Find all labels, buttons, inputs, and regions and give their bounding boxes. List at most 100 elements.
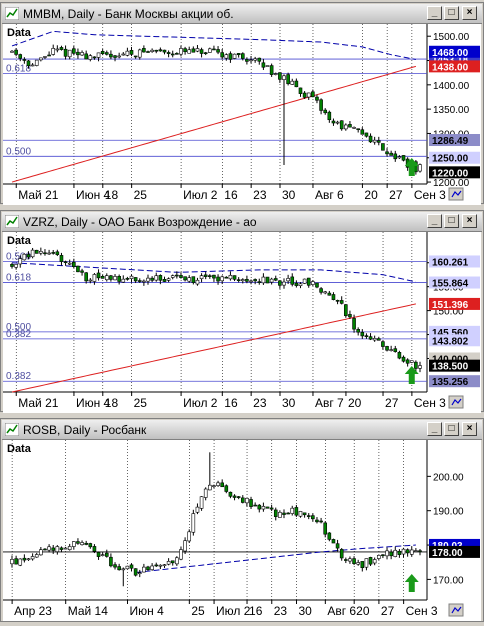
candlestick[interactable] bbox=[158, 47, 163, 52]
candlestick[interactable] bbox=[344, 304, 348, 318]
candlestick[interactable] bbox=[294, 78, 299, 88]
candlestick[interactable] bbox=[298, 87, 303, 97]
candlestick[interactable] bbox=[72, 46, 76, 56]
candlestick[interactable] bbox=[146, 565, 150, 572]
candlestick[interactable] bbox=[84, 50, 88, 60]
candlestick[interactable] bbox=[84, 272, 88, 284]
candlestick[interactable] bbox=[220, 275, 224, 285]
candlestick[interactable] bbox=[125, 565, 130, 570]
candlestick[interactable] bbox=[47, 51, 51, 57]
candlestick[interactable] bbox=[142, 563, 146, 573]
candlestick[interactable] bbox=[199, 496, 204, 511]
candlestick[interactable] bbox=[269, 277, 274, 285]
candlestick[interactable] bbox=[203, 271, 208, 280]
candlestick[interactable] bbox=[220, 479, 224, 488]
indicator-corner-button[interactable] bbox=[448, 603, 464, 617]
candlestick[interactable] bbox=[175, 52, 179, 55]
candlestick[interactable] bbox=[55, 545, 60, 555]
candlestick[interactable] bbox=[319, 517, 323, 524]
candlestick[interactable] bbox=[125, 276, 130, 281]
candlestick[interactable] bbox=[43, 56, 47, 60]
candlestick[interactable] bbox=[183, 276, 187, 282]
candlestick[interactable] bbox=[261, 58, 266, 70]
candlestick[interactable] bbox=[63, 546, 68, 550]
candlestick[interactable] bbox=[212, 45, 216, 51]
chart-window-vzrz[interactable]: VZRZ, Daily - ОАО Банк Возрождение - ао … bbox=[0, 210, 484, 413]
candlestick[interactable] bbox=[364, 558, 369, 571]
candlestick[interactable] bbox=[113, 562, 117, 570]
candlestick[interactable] bbox=[212, 274, 216, 282]
candlestick[interactable] bbox=[80, 540, 84, 546]
candlestick[interactable] bbox=[302, 512, 307, 518]
candlestick[interactable] bbox=[290, 78, 295, 85]
candlestick[interactable] bbox=[162, 49, 167, 55]
candlestick[interactable] bbox=[88, 54, 93, 62]
candlestick[interactable] bbox=[339, 296, 344, 305]
candlestick[interactable] bbox=[278, 510, 282, 518]
candlestick[interactable] bbox=[385, 345, 389, 352]
candlestick[interactable] bbox=[261, 502, 266, 512]
candlestick[interactable] bbox=[183, 537, 187, 555]
candlestick[interactable] bbox=[191, 46, 196, 53]
candlestick[interactable] bbox=[55, 249, 60, 257]
candlestick[interactable] bbox=[385, 547, 389, 560]
candlestick[interactable] bbox=[356, 128, 360, 133]
candlestick[interactable] bbox=[187, 529, 192, 544]
candlestick[interactable] bbox=[199, 273, 204, 283]
maximize-button[interactable]: □ bbox=[444, 422, 459, 436]
candlestick[interactable] bbox=[10, 262, 14, 269]
candlestick[interactable] bbox=[286, 512, 290, 515]
candlestick[interactable] bbox=[278, 72, 282, 83]
candlestick[interactable] bbox=[282, 74, 286, 166]
candlestick[interactable] bbox=[376, 336, 381, 341]
candlestick[interactable] bbox=[195, 277, 200, 286]
candlestick[interactable] bbox=[22, 253, 27, 261]
candlestick[interactable] bbox=[348, 556, 352, 564]
candlestick[interactable] bbox=[376, 136, 381, 146]
candlestick[interactable] bbox=[191, 276, 196, 285]
candlestick[interactable] bbox=[290, 273, 295, 287]
candlestick[interactable] bbox=[414, 548, 418, 552]
candlestick[interactable] bbox=[154, 272, 159, 282]
candlestick[interactable] bbox=[26, 251, 31, 260]
candlestick[interactable] bbox=[191, 509, 196, 536]
candlestick[interactable] bbox=[10, 555, 14, 568]
candlestick[interactable] bbox=[14, 48, 18, 57]
candlestick[interactable] bbox=[376, 555, 381, 560]
candlestick[interactable] bbox=[203, 51, 208, 56]
candlestick[interactable] bbox=[315, 282, 319, 289]
candlestick[interactable] bbox=[240, 52, 245, 61]
candlestick[interactable] bbox=[117, 274, 121, 285]
candlestick[interactable] bbox=[59, 252, 64, 266]
minimize-button[interactable]: _ bbox=[427, 214, 442, 228]
candlestick[interactable] bbox=[352, 314, 356, 333]
candlestick[interactable] bbox=[39, 57, 43, 62]
candlestick[interactable] bbox=[232, 494, 237, 501]
candlestick[interactable] bbox=[331, 292, 336, 301]
candlestick[interactable] bbox=[59, 546, 64, 553]
candlestick[interactable] bbox=[51, 44, 56, 56]
candlestick[interactable] bbox=[348, 310, 352, 319]
window-titlebar[interactable]: ROSB, Daily - Росбанк _ □ × bbox=[2, 420, 482, 440]
indicator-corner-button[interactable] bbox=[448, 187, 464, 201]
candlestick[interactable] bbox=[323, 108, 328, 115]
candlestick[interactable] bbox=[18, 53, 23, 62]
candlestick[interactable] bbox=[331, 118, 336, 126]
candlestick[interactable] bbox=[146, 50, 150, 53]
candlestick[interactable] bbox=[43, 548, 47, 551]
candlestick[interactable] bbox=[18, 255, 23, 268]
candlestick[interactable] bbox=[208, 452, 212, 491]
candlestick[interactable] bbox=[224, 484, 229, 494]
candlestick[interactable] bbox=[92, 56, 97, 60]
candlestick[interactable] bbox=[170, 50, 175, 58]
candlestick[interactable] bbox=[47, 249, 51, 255]
candlestick[interactable] bbox=[146, 274, 150, 285]
candlestick[interactable] bbox=[187, 275, 192, 283]
candlestick[interactable] bbox=[397, 549, 402, 558]
candlestick[interactable] bbox=[170, 560, 175, 566]
candlestick[interactable] bbox=[389, 345, 393, 352]
candlestick[interactable] bbox=[14, 264, 18, 270]
candlestick[interactable] bbox=[364, 132, 369, 138]
candlestick[interactable] bbox=[67, 49, 72, 60]
candlestick[interactable] bbox=[92, 273, 97, 285]
